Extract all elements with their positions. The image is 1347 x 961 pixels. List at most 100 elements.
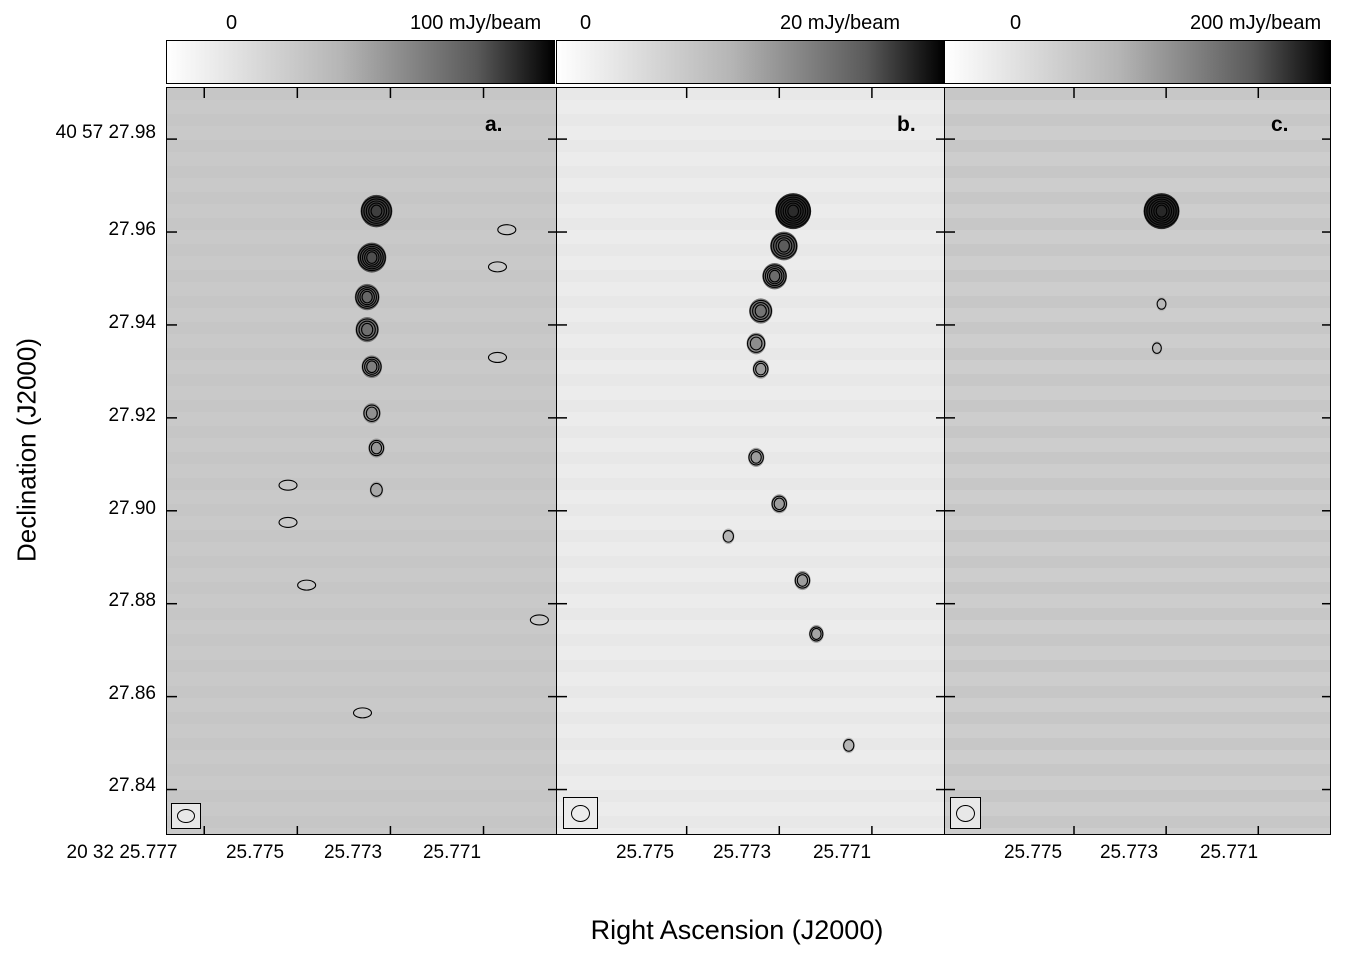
jet-knot-fill (357, 242, 387, 273)
background-ripple (945, 88, 1330, 100)
y-tick-label: 40 57 27.98 (55, 122, 156, 143)
jet-knot-contour (1148, 198, 1175, 224)
background-ripple (167, 816, 556, 828)
background-ripple (167, 374, 556, 386)
colorbar-c-high-label: 200 mJy/beam (1190, 12, 1322, 34)
jet-knot-contour (777, 239, 790, 253)
jet-knot-contour (364, 249, 380, 266)
panel-b-image (556, 87, 945, 835)
background-ripple (945, 192, 1330, 204)
jet-knot-contour (359, 245, 384, 270)
background-ripple (557, 712, 944, 724)
jet-knot-fill (775, 193, 812, 230)
y-axis-title: Declination (J2000) (11, 337, 42, 563)
background-ripple (167, 426, 556, 438)
y-tick-label: 27.90 (108, 498, 156, 519)
jet-knot-contour (755, 362, 767, 376)
x-tick-label: 25.771 (1199, 842, 1259, 863)
background-ripple (945, 140, 1330, 152)
background-ripple (945, 348, 1330, 360)
panel-a-map (167, 88, 556, 834)
x-tick-label: 25.775 (225, 842, 285, 863)
background-ripple (557, 530, 944, 542)
panel-b-letter: b. (897, 113, 916, 136)
jet-knot-contour (370, 204, 383, 218)
background-ripple (557, 114, 944, 126)
jet-knot-contour (370, 482, 383, 497)
jet-knot-contour (363, 404, 381, 422)
background-ripple (945, 426, 1330, 438)
background-ripple (167, 556, 556, 568)
jet-knot-contour (773, 497, 785, 511)
background-ripple (557, 192, 944, 204)
x-tick-label: 25.775 (1003, 842, 1063, 863)
colorbar-c-low-label: 0 (1010, 12, 1022, 34)
beam-ellipse-c (956, 805, 975, 822)
background-ripple (557, 582, 944, 594)
background-ripple (945, 816, 1330, 828)
jet-knot-contour (365, 406, 378, 420)
jet-knot-contour (357, 244, 386, 272)
background-ripple (557, 348, 944, 360)
background-ripple (167, 218, 556, 230)
panel-c-map (945, 88, 1330, 834)
background-ripple (945, 244, 1330, 256)
jet-knot-contour (771, 495, 788, 512)
jet-knot-fill (368, 438, 385, 458)
background-ripple (167, 790, 556, 802)
x-tick-label: 25.771 (422, 842, 482, 863)
y-tick-label: 27.92 (108, 405, 156, 426)
background-ripple (945, 218, 1330, 230)
jet-knot-contour (752, 302, 770, 320)
jet-knot-fill (360, 194, 393, 228)
colorbar-b (556, 40, 945, 84)
background-ripple (557, 608, 944, 620)
background-ripple (945, 504, 1330, 516)
jet-knot-contour (749, 336, 763, 351)
jet-knot-contour (762, 264, 787, 288)
beam-box-c (950, 797, 981, 829)
background-ripple (167, 140, 556, 152)
background-ripple (557, 426, 944, 438)
background-ripple (945, 660, 1330, 672)
background-ripple (557, 270, 944, 282)
colorbar-c (944, 40, 1331, 84)
panel-a-letter: a. (485, 113, 503, 136)
jet-knot-contour (355, 318, 379, 341)
jet-knot-fill (794, 570, 811, 591)
noise-contour (529, 614, 549, 626)
jet-knot-contour (365, 200, 388, 222)
background-ripple (557, 738, 944, 750)
x-axis-title: Right Ascension (J2000) (590, 915, 884, 945)
jet-knot-contour (753, 360, 769, 378)
background-ripple (945, 582, 1330, 594)
jet-knot-fill (1143, 193, 1180, 230)
jet-knot-contour (361, 356, 382, 377)
jet-knot-fill (362, 403, 381, 424)
jet-knot-contour (770, 233, 798, 259)
background-ripple (167, 270, 556, 282)
background-ripple (167, 530, 556, 542)
background-ripple (557, 686, 944, 698)
panel-c-letter: c. (1271, 113, 1289, 136)
jet-knot-contour (782, 200, 804, 222)
background-ripple (557, 556, 944, 568)
x-tick-label: 25.771 (812, 842, 872, 863)
jet-knot-contour (1156, 298, 1167, 310)
jet-knot-contour (366, 360, 378, 374)
jet-knot-contour (811, 627, 822, 640)
jet-knot-contour (777, 196, 809, 226)
background-ripple (557, 400, 944, 412)
background-ripple (167, 452, 556, 464)
background-ripple (557, 166, 944, 178)
background-ripple (167, 660, 556, 672)
jet-knot-contour (754, 304, 767, 318)
background-ripple (945, 686, 1330, 698)
background-ripple (557, 88, 944, 100)
y-tick-label: 27.88 (108, 590, 156, 611)
background-ripple (167, 348, 556, 360)
background-ripple (557, 634, 944, 646)
noise-contour (352, 707, 373, 719)
background-ripple (167, 686, 556, 698)
background-ripple (945, 452, 1330, 464)
